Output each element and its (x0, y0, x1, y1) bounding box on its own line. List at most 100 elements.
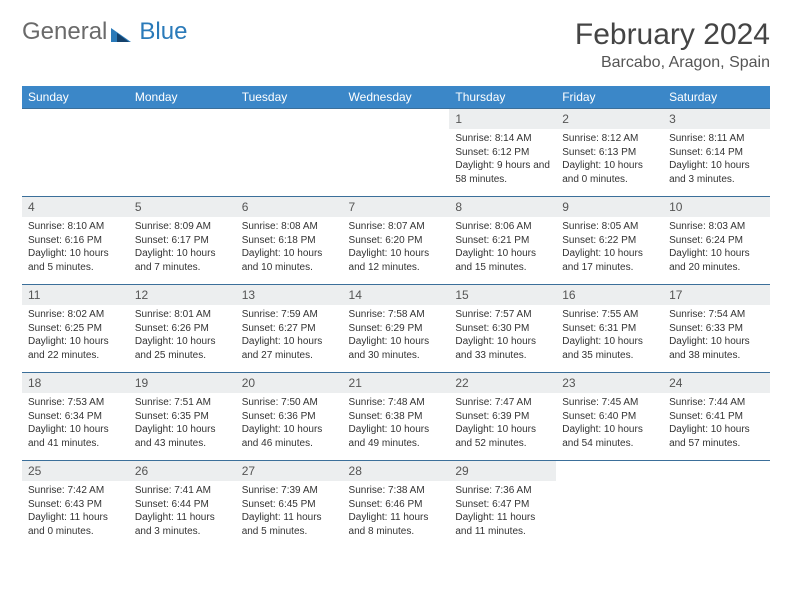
day-number: 18 (22, 373, 129, 393)
calendar-cell (343, 109, 450, 197)
sunrise-line: Sunrise: 7:59 AM (242, 308, 337, 322)
sunrise-line: Sunrise: 8:01 AM (135, 308, 230, 322)
calendar-cell: 26Sunrise: 7:41 AMSunset: 6:44 PMDayligh… (129, 461, 236, 549)
calendar-cell: 23Sunrise: 7:45 AMSunset: 6:40 PMDayligh… (556, 373, 663, 461)
sunset-line: Sunset: 6:45 PM (242, 498, 337, 512)
sunset-line: Sunset: 6:29 PM (349, 322, 444, 336)
calendar-week: 4Sunrise: 8:10 AMSunset: 6:16 PMDaylight… (22, 197, 770, 285)
day-number: 14 (343, 285, 450, 305)
daylight-line: Daylight: 10 hours and 12 minutes. (349, 247, 444, 274)
day-details: Sunrise: 7:58 AMSunset: 6:29 PMDaylight:… (343, 305, 450, 368)
sunset-line: Sunset: 6:18 PM (242, 234, 337, 248)
day-details: Sunrise: 7:45 AMSunset: 6:40 PMDaylight:… (556, 393, 663, 456)
daylight-line: Daylight: 10 hours and 0 minutes. (562, 159, 657, 186)
calendar-cell: 28Sunrise: 7:38 AMSunset: 6:46 PMDayligh… (343, 461, 450, 549)
sunrise-line: Sunrise: 8:02 AM (28, 308, 123, 322)
sunrise-line: Sunrise: 7:51 AM (135, 396, 230, 410)
sunrise-line: Sunrise: 7:44 AM (669, 396, 764, 410)
sunset-line: Sunset: 6:22 PM (562, 234, 657, 248)
calendar-cell: 20Sunrise: 7:50 AMSunset: 6:36 PMDayligh… (236, 373, 343, 461)
daylight-line: Daylight: 11 hours and 3 minutes. (135, 511, 230, 538)
day-details: Sunrise: 7:55 AMSunset: 6:31 PMDaylight:… (556, 305, 663, 368)
calendar-cell: 27Sunrise: 7:39 AMSunset: 6:45 PMDayligh… (236, 461, 343, 549)
sunrise-line: Sunrise: 7:57 AM (455, 308, 550, 322)
daylight-line: Daylight: 11 hours and 11 minutes. (455, 511, 550, 538)
calendar-cell: 7Sunrise: 8:07 AMSunset: 6:20 PMDaylight… (343, 197, 450, 285)
calendar-cell: 1Sunrise: 8:14 AMSunset: 6:12 PMDaylight… (449, 109, 556, 197)
day-details: Sunrise: 7:51 AMSunset: 6:35 PMDaylight:… (129, 393, 236, 456)
day-details: Sunrise: 8:10 AMSunset: 6:16 PMDaylight:… (22, 217, 129, 280)
sunset-line: Sunset: 6:41 PM (669, 410, 764, 424)
day-number: 29 (449, 461, 556, 481)
calendar-cell: 15Sunrise: 7:57 AMSunset: 6:30 PMDayligh… (449, 285, 556, 373)
weekday-header: Saturday (663, 86, 770, 109)
page-title: February 2024 (575, 18, 770, 52)
header: General Blue February 2024 Barcabo, Arag… (22, 18, 770, 72)
daylight-line: Daylight: 10 hours and 5 minutes. (28, 247, 123, 274)
weekday-header: Tuesday (236, 86, 343, 109)
day-number: 5 (129, 197, 236, 217)
sunset-line: Sunset: 6:24 PM (669, 234, 764, 248)
sunrise-line: Sunrise: 8:08 AM (242, 220, 337, 234)
sunrise-line: Sunrise: 8:10 AM (28, 220, 123, 234)
daylight-line: Daylight: 10 hours and 27 minutes. (242, 335, 337, 362)
calendar-cell (236, 109, 343, 197)
calendar-cell: 19Sunrise: 7:51 AMSunset: 6:35 PMDayligh… (129, 373, 236, 461)
daylight-line: Daylight: 10 hours and 35 minutes. (562, 335, 657, 362)
day-number: 4 (22, 197, 129, 217)
day-details: Sunrise: 7:48 AMSunset: 6:38 PMDaylight:… (343, 393, 450, 456)
weekday-header: Friday (556, 86, 663, 109)
daylight-line: Daylight: 11 hours and 0 minutes. (28, 511, 123, 538)
sunset-line: Sunset: 6:40 PM (562, 410, 657, 424)
day-number-empty (343, 109, 450, 129)
day-number: 25 (22, 461, 129, 481)
calendar-table: SundayMondayTuesdayWednesdayThursdayFrid… (22, 86, 770, 549)
sunrise-line: Sunrise: 7:54 AM (669, 308, 764, 322)
day-details: Sunrise: 7:54 AMSunset: 6:33 PMDaylight:… (663, 305, 770, 368)
logo: General Blue (22, 18, 187, 46)
sunset-line: Sunset: 6:25 PM (28, 322, 123, 336)
sunrise-line: Sunrise: 7:58 AM (349, 308, 444, 322)
day-number-empty (236, 109, 343, 129)
calendar-cell: 2Sunrise: 8:12 AMSunset: 6:13 PMDaylight… (556, 109, 663, 197)
day-number: 13 (236, 285, 343, 305)
day-number: 21 (343, 373, 450, 393)
sunrise-line: Sunrise: 7:38 AM (349, 484, 444, 498)
daylight-line: Daylight: 10 hours and 41 minutes. (28, 423, 123, 450)
day-number: 20 (236, 373, 343, 393)
day-details: Sunrise: 7:44 AMSunset: 6:41 PMDaylight:… (663, 393, 770, 456)
sunrise-line: Sunrise: 8:03 AM (669, 220, 764, 234)
sunset-line: Sunset: 6:21 PM (455, 234, 550, 248)
sunset-line: Sunset: 6:46 PM (349, 498, 444, 512)
day-details: Sunrise: 8:06 AMSunset: 6:21 PMDaylight:… (449, 217, 556, 280)
weekday-header: Thursday (449, 86, 556, 109)
logo-text-a: General (22, 18, 107, 46)
sunrise-line: Sunrise: 7:36 AM (455, 484, 550, 498)
day-details: Sunrise: 7:36 AMSunset: 6:47 PMDaylight:… (449, 481, 556, 544)
calendar-cell: 12Sunrise: 8:01 AMSunset: 6:26 PMDayligh… (129, 285, 236, 373)
daylight-line: Daylight: 10 hours and 54 minutes. (562, 423, 657, 450)
day-details: Sunrise: 7:59 AMSunset: 6:27 PMDaylight:… (236, 305, 343, 368)
day-number-empty (663, 461, 770, 481)
sunset-line: Sunset: 6:13 PM (562, 146, 657, 160)
weekday-header: Wednesday (343, 86, 450, 109)
calendar-cell: 21Sunrise: 7:48 AMSunset: 6:38 PMDayligh… (343, 373, 450, 461)
daylight-line: Daylight: 10 hours and 49 minutes. (349, 423, 444, 450)
daylight-line: Daylight: 10 hours and 38 minutes. (669, 335, 764, 362)
daylight-line: Daylight: 9 hours and 58 minutes. (455, 159, 550, 186)
sunrise-line: Sunrise: 7:39 AM (242, 484, 337, 498)
day-details: Sunrise: 8:14 AMSunset: 6:12 PMDaylight:… (449, 129, 556, 192)
calendar-body: 1Sunrise: 8:14 AMSunset: 6:12 PMDaylight… (22, 109, 770, 549)
sunset-line: Sunset: 6:17 PM (135, 234, 230, 248)
day-number: 9 (556, 197, 663, 217)
sunset-line: Sunset: 6:39 PM (455, 410, 550, 424)
day-details: Sunrise: 7:38 AMSunset: 6:46 PMDaylight:… (343, 481, 450, 544)
day-number: 22 (449, 373, 556, 393)
sunset-line: Sunset: 6:38 PM (349, 410, 444, 424)
day-number: 24 (663, 373, 770, 393)
calendar-cell (556, 461, 663, 549)
calendar-cell: 16Sunrise: 7:55 AMSunset: 6:31 PMDayligh… (556, 285, 663, 373)
calendar-cell: 5Sunrise: 8:09 AMSunset: 6:17 PMDaylight… (129, 197, 236, 285)
daylight-line: Daylight: 10 hours and 33 minutes. (455, 335, 550, 362)
sunrise-line: Sunrise: 8:07 AM (349, 220, 444, 234)
